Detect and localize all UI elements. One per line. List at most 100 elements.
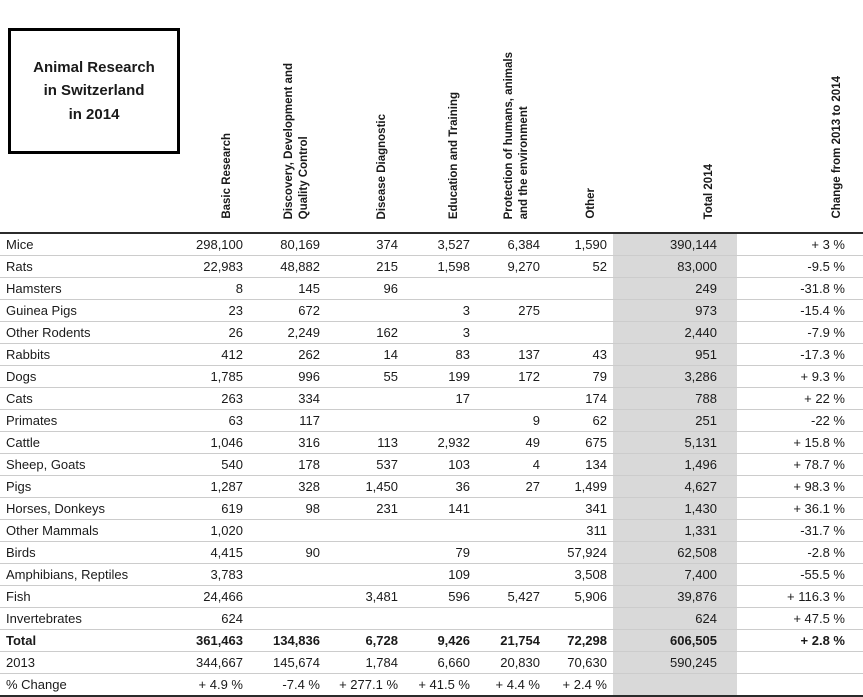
table-cell: 98 [249, 497, 326, 520]
table-cell [404, 519, 476, 542]
table-cell [476, 321, 546, 344]
table-cell: 262 [249, 343, 326, 366]
table-cell: 334 [249, 387, 326, 410]
table-cell: 374 [326, 233, 404, 256]
table-cell: 9 [476, 409, 546, 432]
row-label: Cattle [0, 431, 170, 454]
table-cell: -55.5 % [737, 563, 863, 586]
table-cell: 5,427 [476, 585, 546, 608]
table-cell: 316 [249, 431, 326, 454]
column-header: Total 2014 [613, 0, 737, 234]
table-cell: 3,508 [546, 563, 613, 586]
table-cell: 4 [476, 453, 546, 476]
row-label: Rabbits [0, 343, 170, 366]
table-cell: 951 [613, 343, 737, 366]
table-row: Other Mammals 1,020 311 1,331 -31.7 % [0, 519, 863, 542]
table-cell: 412 [170, 343, 249, 366]
table-cell: + 9.3 % [737, 365, 863, 388]
table-cell: 43 [546, 343, 613, 366]
table-row: Hamsters 8 145 96 249 -31.8 % [0, 277, 863, 300]
table-cell: 606,505 [613, 629, 737, 652]
row-label: Dogs [0, 365, 170, 388]
table-cell: 62,508 [613, 541, 737, 564]
table-cell: 1,430 [613, 497, 737, 520]
table-cell: -7.4 % [249, 673, 326, 697]
table-cell: -22 % [737, 409, 863, 432]
table-cell [546, 607, 613, 630]
table-cell [476, 541, 546, 564]
table-cell: 275 [476, 299, 546, 322]
table-cell: 83,000 [613, 255, 737, 278]
table-cell: 973 [613, 299, 737, 322]
table-row: Pigs 1,287 328 1,450 36 27 1,499 4,627 + 98.3 % [0, 475, 863, 498]
row-label: Hamsters [0, 277, 170, 300]
table-cell: 24,466 [170, 585, 249, 608]
table-cell: 788 [613, 387, 737, 410]
table-cell: 361,463 [170, 629, 249, 652]
table-cell: 113 [326, 431, 404, 454]
title-line-3: in 2014 [68, 105, 120, 123]
table-cell: -15.4 % [737, 299, 863, 322]
table-row: Mice 298,100 80,169 374 3,527 6,384 1,590 390,1… [0, 233, 863, 256]
table-row: Cattle 1,046 316 113 2,932 49 675 5,131 + 15.8 % [0, 431, 863, 454]
table-cell: 72,298 [546, 629, 613, 652]
row-label: Sheep, Goats [0, 453, 170, 476]
table-cell [326, 519, 404, 542]
table-cell: 624 [170, 607, 249, 630]
table-cell: 57,924 [546, 541, 613, 564]
table-cell: 263 [170, 387, 249, 410]
table-row: 2013 344,667 145,674 1,784 6,660 20,830 70,630… [0, 651, 863, 674]
table-row: Fish 24,466 3,481 596 5,427 5,906 39,876 + 116.… [0, 585, 863, 608]
table-cell [476, 563, 546, 586]
title-line-2: in Switzerland [43, 82, 145, 100]
table-body: Mice 298,100 80,169 374 3,527 6,384 1,590 390,1… [0, 233, 863, 697]
table-cell: 17 [404, 387, 476, 410]
table-cell: 8 [170, 277, 249, 300]
table-cell: 3,481 [326, 585, 404, 608]
column-header-label: Change from 2013 to 2014 [831, 76, 844, 219]
column-header-label: Total 2014 [703, 163, 716, 219]
table-cell: 2,249 [249, 321, 326, 344]
table-cell: 26 [170, 321, 249, 344]
table-cell: 22,983 [170, 255, 249, 278]
table-cell: 117 [249, 409, 326, 432]
table-cell: 178 [249, 453, 326, 476]
column-header-label: Basic Research [221, 133, 234, 219]
table-row: Sheep, Goats 540 178 537 103 4 134 1,496 + 78.7 … [0, 453, 863, 476]
table-cell: + 4.9 % [170, 673, 249, 697]
table-cell: 540 [170, 453, 249, 476]
table-cell: 55 [326, 365, 404, 388]
row-label: Fish [0, 585, 170, 608]
table-cell: 145 [249, 277, 326, 300]
row-label: Invertebrates [0, 607, 170, 630]
row-label: Total [0, 629, 170, 652]
table-cell: 63 [170, 409, 249, 432]
table-cell [546, 299, 613, 322]
table-cell: 3,286 [613, 365, 737, 388]
table-cell: 996 [249, 365, 326, 388]
table-cell: 134 [546, 453, 613, 476]
table-cell: 145,674 [249, 651, 326, 674]
table-cell: 590,245 [613, 651, 737, 674]
table-row: % Change + 4.9 % -7.4 % + 277.1 % + 41.5 % + … [0, 673, 863, 697]
header-row: Basic Research Discovery, Development and… [0, 0, 863, 234]
table-cell: + 98.3 % [737, 475, 863, 498]
table-cell: 109 [404, 563, 476, 586]
table-cell: 1,020 [170, 519, 249, 542]
column-header: Change from 2013 to 2014 [737, 0, 863, 234]
table-cell: 624 [613, 607, 737, 630]
table-cell: 2,932 [404, 431, 476, 454]
table-cell: 172 [476, 365, 546, 388]
table-cell: 6,384 [476, 233, 546, 256]
row-label: 2013 [0, 651, 170, 674]
table-cell: 5,131 [613, 431, 737, 454]
table-cell: + 78.7 % [737, 453, 863, 476]
table-cell [737, 651, 863, 674]
row-label: Birds [0, 541, 170, 564]
table-cell: 215 [326, 255, 404, 278]
row-label: Amphibians, Reptiles [0, 563, 170, 586]
table-cell: 328 [249, 475, 326, 498]
table-cell [249, 519, 326, 542]
table-cell [546, 277, 613, 300]
table-row: Amphibians, Reptiles 3,783 109 3,508 7,400 -5… [0, 563, 863, 586]
